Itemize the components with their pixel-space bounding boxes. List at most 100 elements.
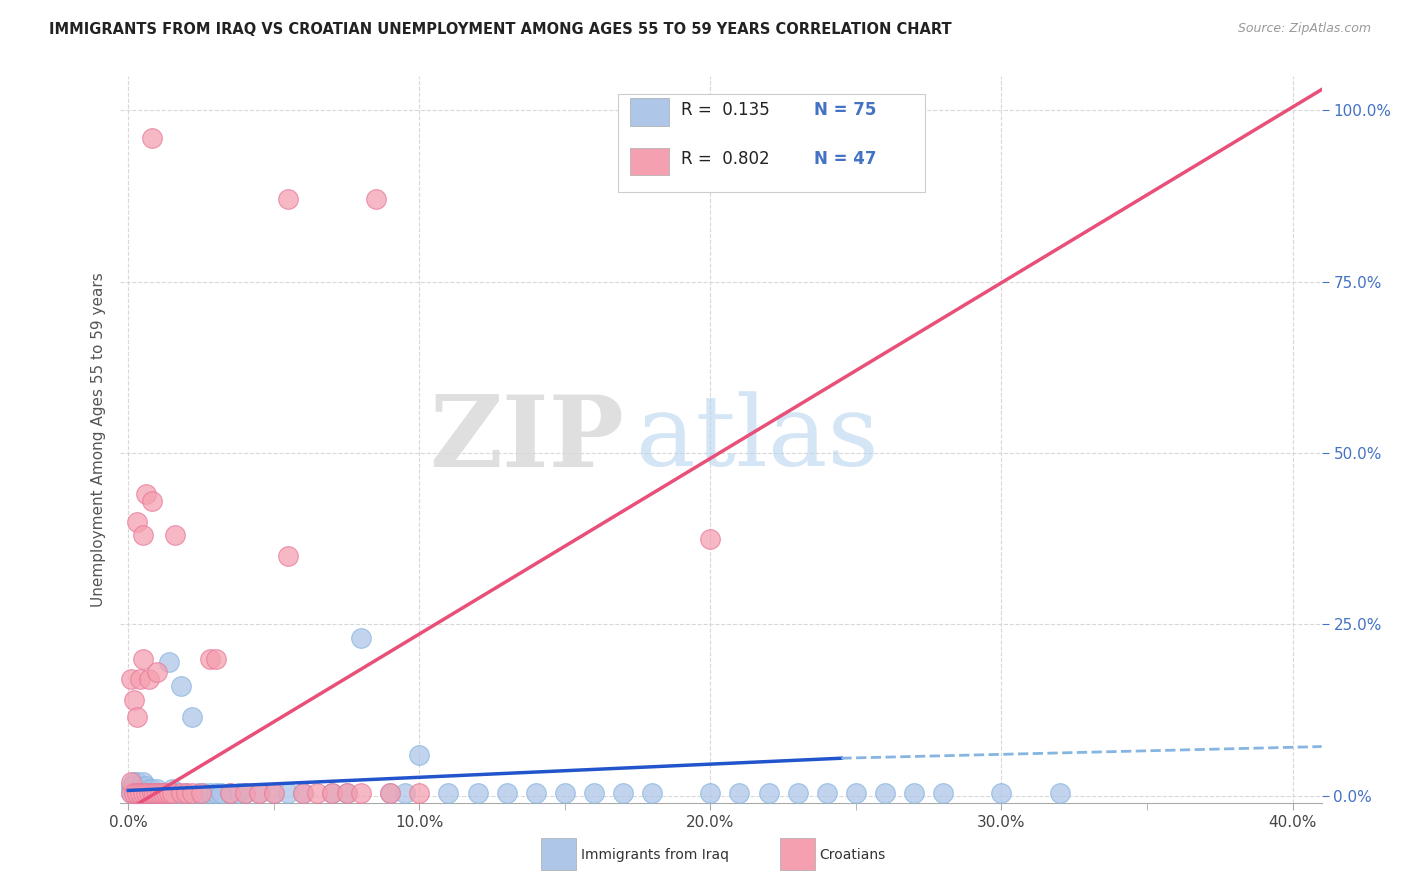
Point — [146, 782, 169, 797]
Point — [554, 785, 576, 799]
Point — [152, 785, 174, 799]
Point — [524, 785, 547, 799]
Point — [204, 785, 226, 799]
Point — [122, 779, 145, 793]
Point — [277, 785, 299, 799]
Point — [408, 747, 430, 762]
Bar — [630, 98, 669, 126]
Point — [128, 782, 150, 797]
Point — [155, 785, 177, 799]
Point — [335, 785, 357, 799]
Point — [157, 655, 180, 669]
Point — [263, 785, 285, 799]
Point — [321, 785, 343, 799]
Point — [157, 785, 180, 799]
Text: Croatians: Croatians — [820, 847, 886, 862]
Point — [437, 785, 460, 799]
Point — [219, 785, 242, 799]
Point — [120, 673, 142, 687]
Point — [612, 785, 634, 799]
Text: Source: ZipAtlas.com: Source: ZipAtlas.com — [1237, 22, 1371, 36]
Point — [163, 785, 186, 799]
Point — [122, 785, 145, 799]
Text: N = 47: N = 47 — [814, 151, 877, 169]
Point — [120, 782, 142, 797]
Point — [128, 785, 150, 799]
Point — [120, 775, 142, 789]
Point — [815, 785, 838, 799]
Point — [160, 782, 183, 797]
Point — [380, 785, 402, 799]
Point — [335, 785, 357, 799]
Point — [291, 785, 314, 799]
Point — [187, 785, 209, 799]
Point — [132, 785, 155, 799]
Point — [198, 785, 221, 799]
Point — [903, 785, 925, 799]
Point — [233, 785, 256, 799]
Point — [141, 785, 163, 799]
Point — [128, 673, 150, 687]
Point — [190, 785, 212, 799]
Point — [125, 710, 148, 724]
Point — [350, 631, 373, 645]
Point — [699, 532, 721, 546]
Point — [408, 785, 430, 799]
Point — [204, 652, 226, 666]
Point — [135, 782, 157, 797]
Text: N = 75: N = 75 — [814, 101, 877, 119]
Point — [146, 785, 169, 799]
Point — [163, 528, 186, 542]
Point — [141, 782, 163, 797]
Point — [138, 785, 160, 799]
Point — [149, 785, 172, 799]
Point — [122, 785, 145, 799]
Point — [291, 785, 314, 799]
Point — [125, 779, 148, 793]
Point — [146, 665, 169, 680]
Point — [155, 785, 177, 799]
Point — [169, 679, 191, 693]
Point — [233, 785, 256, 799]
Point — [125, 515, 148, 529]
Point — [582, 785, 605, 799]
Point — [758, 785, 780, 799]
Text: Immigrants from Iraq: Immigrants from Iraq — [581, 847, 728, 862]
FancyBboxPatch shape — [619, 94, 925, 192]
Text: R =  0.802: R = 0.802 — [681, 151, 769, 169]
Point — [135, 487, 157, 501]
Text: R =  0.135: R = 0.135 — [681, 101, 769, 119]
Point — [120, 779, 142, 793]
Point — [125, 785, 148, 799]
Text: IMMIGRANTS FROM IRAQ VS CROATIAN UNEMPLOYMENT AMONG AGES 55 TO 59 YEARS CORRELAT: IMMIGRANTS FROM IRAQ VS CROATIAN UNEMPLO… — [49, 22, 952, 37]
Point — [786, 785, 808, 799]
Point — [263, 785, 285, 799]
Point — [845, 785, 868, 799]
Point — [132, 779, 155, 793]
Point — [132, 528, 155, 542]
Point — [228, 785, 250, 799]
Point — [135, 779, 157, 793]
Point — [149, 785, 172, 799]
Point — [143, 785, 166, 799]
Point — [380, 785, 402, 799]
Point — [321, 785, 343, 799]
Point — [135, 785, 157, 799]
Point — [467, 785, 489, 799]
Point — [728, 785, 751, 799]
Point — [138, 782, 160, 797]
Point — [350, 785, 373, 799]
Point — [166, 785, 188, 799]
Point — [132, 782, 155, 797]
Text: atlas: atlas — [637, 392, 879, 487]
Point — [122, 782, 145, 797]
Point — [193, 785, 215, 799]
Point — [247, 785, 270, 799]
Point — [141, 494, 163, 508]
Point — [120, 785, 142, 799]
Point — [699, 785, 721, 799]
Point — [181, 785, 204, 799]
Point — [135, 785, 157, 799]
Point — [873, 785, 896, 799]
Point — [125, 785, 148, 799]
